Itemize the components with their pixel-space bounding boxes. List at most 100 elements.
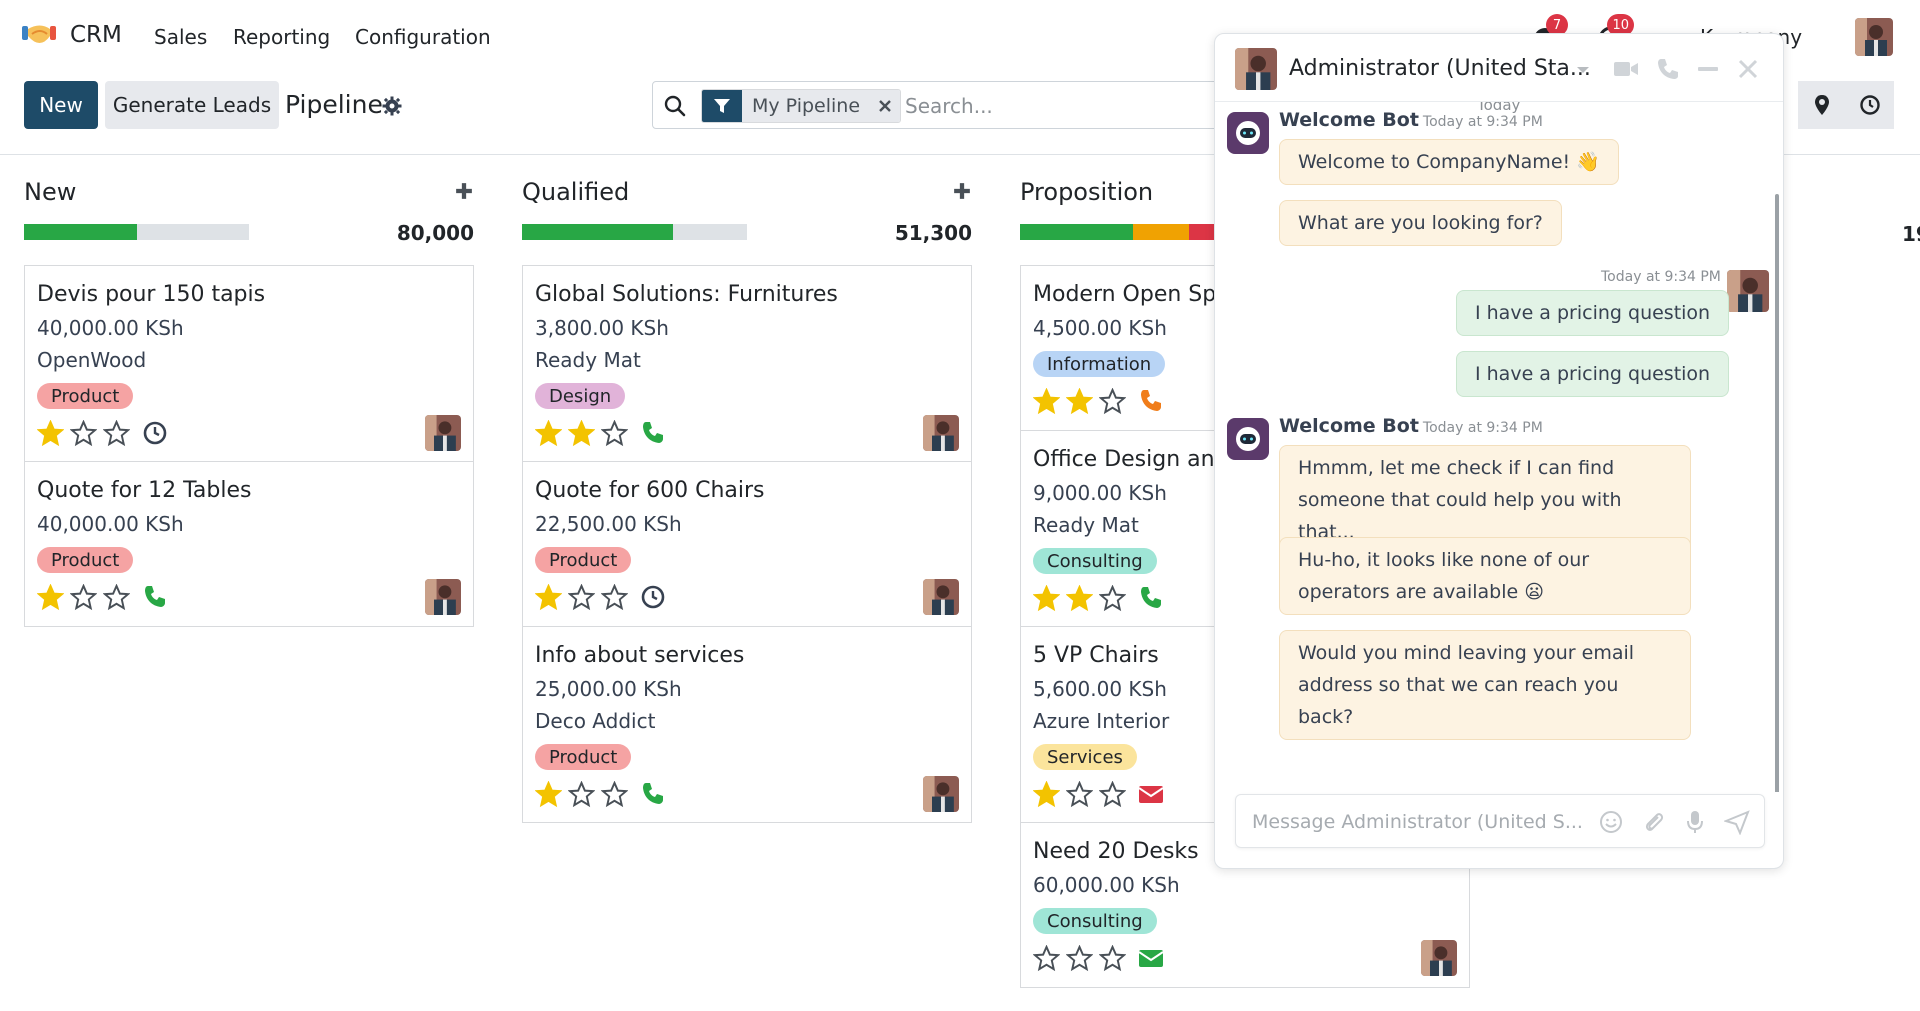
column-title[interactable]: Proposition — [1020, 178, 1154, 206]
chat-thread[interactable]: Today Welcome Bot Today at 9:34 PM Welcom… — [1215, 102, 1783, 792]
star-empty-icon[interactable] — [1066, 945, 1093, 972]
kanban-card[interactable]: Quote for 600 Chairs 22,500.00 KSh Product — [522, 461, 972, 627]
star-filled-icon[interactable] — [37, 584, 64, 611]
salesperson-avatar[interactable] — [425, 415, 461, 451]
card-amount: 5,600.00 KSh — [1033, 677, 1167, 701]
priority-stars[interactable] — [535, 584, 628, 611]
progress-segment[interactable] — [1132, 224, 1189, 240]
chat-scrollbar[interactable] — [1775, 194, 1779, 792]
envelope-red-icon[interactable] — [1137, 780, 1165, 808]
user-avatar[interactable] — [1855, 18, 1893, 56]
star-empty-icon[interactable] — [568, 781, 595, 808]
priority-stars[interactable] — [535, 420, 628, 447]
envelope-green-icon[interactable] — [1137, 944, 1165, 972]
kanban-card[interactable]: Devis pour 150 tapis 40,000.00 KSh OpenWoo… — [24, 265, 474, 462]
column-title[interactable]: New — [24, 178, 77, 206]
star-filled-icon[interactable] — [1066, 585, 1093, 612]
phone-icon[interactable] — [639, 780, 667, 808]
column-progress-bar[interactable] — [522, 224, 747, 240]
search-input[interactable] — [905, 90, 1205, 122]
column-title[interactable]: Qualified — [522, 178, 630, 206]
star-filled-icon[interactable] — [1033, 585, 1060, 612]
card-tag: Information — [1033, 351, 1166, 377]
video-call-icon[interactable] — [1613, 56, 1639, 82]
phone-call-icon[interactable] — [1655, 56, 1681, 82]
priority-stars[interactable] — [535, 781, 628, 808]
minimize-icon[interactable] — [1695, 56, 1721, 82]
new-button[interactable]: New — [24, 81, 98, 129]
phone-orange-icon[interactable] — [1137, 387, 1165, 415]
priority-stars[interactable] — [1033, 781, 1126, 808]
chat-title[interactable]: Administrator (United Sta... — [1289, 56, 1591, 81]
message-input-secondary[interactable] — [1252, 807, 1592, 837]
menu-reporting[interactable]: Reporting — [233, 25, 331, 49]
star-filled-icon[interactable] — [535, 420, 562, 447]
generate-leads-button[interactable]: Generate Leads — [105, 81, 279, 129]
progress-segment[interactable] — [522, 224, 673, 240]
app-name[interactable]: CRM — [70, 22, 122, 48]
star-filled-icon[interactable] — [1033, 781, 1060, 808]
star-empty-icon[interactable] — [1099, 781, 1126, 808]
card-amount: 4,500.00 KSh — [1033, 316, 1167, 340]
star-filled-icon[interactable] — [535, 584, 562, 611]
kanban-card[interactable]: Info about services 25,000.00 KSh Deco Add… — [522, 626, 972, 823]
star-filled-icon[interactable] — [1066, 388, 1093, 415]
star-empty-icon[interactable] — [568, 584, 595, 611]
star-filled-icon[interactable] — [1033, 388, 1060, 415]
star-empty-icon[interactable] — [70, 584, 97, 611]
star-empty-icon[interactable] — [1099, 585, 1126, 612]
clock-icon[interactable] — [639, 583, 667, 611]
priority-stars[interactable] — [1033, 585, 1126, 612]
phone-icon[interactable] — [141, 583, 169, 611]
salesperson-avatar[interactable] — [425, 579, 461, 615]
crm-app-icon[interactable] — [20, 20, 60, 52]
chevron-down-icon[interactable] — [1575, 62, 1591, 78]
kanban-card[interactable]: Quote for 12 Tables 40,000.00 KSh Product — [24, 461, 474, 627]
clock-icon[interactable] — [141, 419, 169, 447]
priority-stars[interactable] — [1033, 388, 1126, 415]
star-empty-icon[interactable] — [103, 584, 130, 611]
star-filled-icon[interactable] — [37, 420, 64, 447]
card-partner: Deco Addict — [535, 709, 656, 733]
salesperson-avatar[interactable] — [923, 776, 959, 812]
column-progress-bar[interactable] — [1020, 224, 1245, 240]
card-tag: Consulting — [1033, 548, 1157, 574]
star-empty-icon[interactable] — [70, 420, 97, 447]
star-empty-icon[interactable] — [601, 584, 628, 611]
star-empty-icon[interactable] — [103, 420, 130, 447]
star-empty-icon[interactable] — [1099, 388, 1126, 415]
phone-icon[interactable] — [1137, 584, 1165, 612]
star-empty-icon[interactable] — [1099, 945, 1126, 972]
kanban-card[interactable]: Global Solutions: Furnitures 3,800.00 KSh… — [522, 265, 972, 462]
phone-icon[interactable] — [639, 419, 667, 447]
send-icon[interactable] — [1724, 809, 1750, 835]
activity-view-button[interactable] — [1846, 81, 1894, 129]
plus-icon[interactable] — [454, 181, 474, 201]
column-progress-bar[interactable] — [24, 224, 249, 240]
priority-stars[interactable] — [1033, 945, 1126, 972]
priority-stars[interactable] — [37, 584, 130, 611]
plus-icon[interactable] — [952, 181, 972, 201]
star-empty-icon[interactable] — [601, 781, 628, 808]
map-view-button[interactable] — [1798, 81, 1846, 129]
priority-stars[interactable] — [37, 420, 130, 447]
paperclip-icon[interactable] — [1640, 809, 1666, 835]
search-icon[interactable] — [663, 94, 687, 118]
menu-configuration[interactable]: Configuration — [355, 25, 491, 49]
salesperson-avatar[interactable] — [923, 415, 959, 451]
microphone-icon[interactable] — [1682, 809, 1708, 835]
salesperson-avatar[interactable] — [923, 579, 959, 615]
progress-segment[interactable] — [1020, 224, 1133, 240]
star-filled-icon[interactable] — [535, 781, 562, 808]
emoji-icon[interactable] — [1598, 809, 1624, 835]
facet-remove-button[interactable] — [870, 90, 901, 122]
progress-segment[interactable] — [24, 224, 137, 240]
star-empty-icon[interactable] — [1066, 781, 1093, 808]
gear-icon[interactable] — [382, 96, 402, 116]
close-icon[interactable] — [1735, 56, 1761, 82]
salesperson-avatar[interactable] — [1421, 940, 1457, 976]
menu-sales[interactable]: Sales — [154, 25, 208, 49]
star-filled-icon[interactable] — [568, 420, 595, 447]
star-empty-icon[interactable] — [1033, 945, 1060, 972]
star-empty-icon[interactable] — [601, 420, 628, 447]
